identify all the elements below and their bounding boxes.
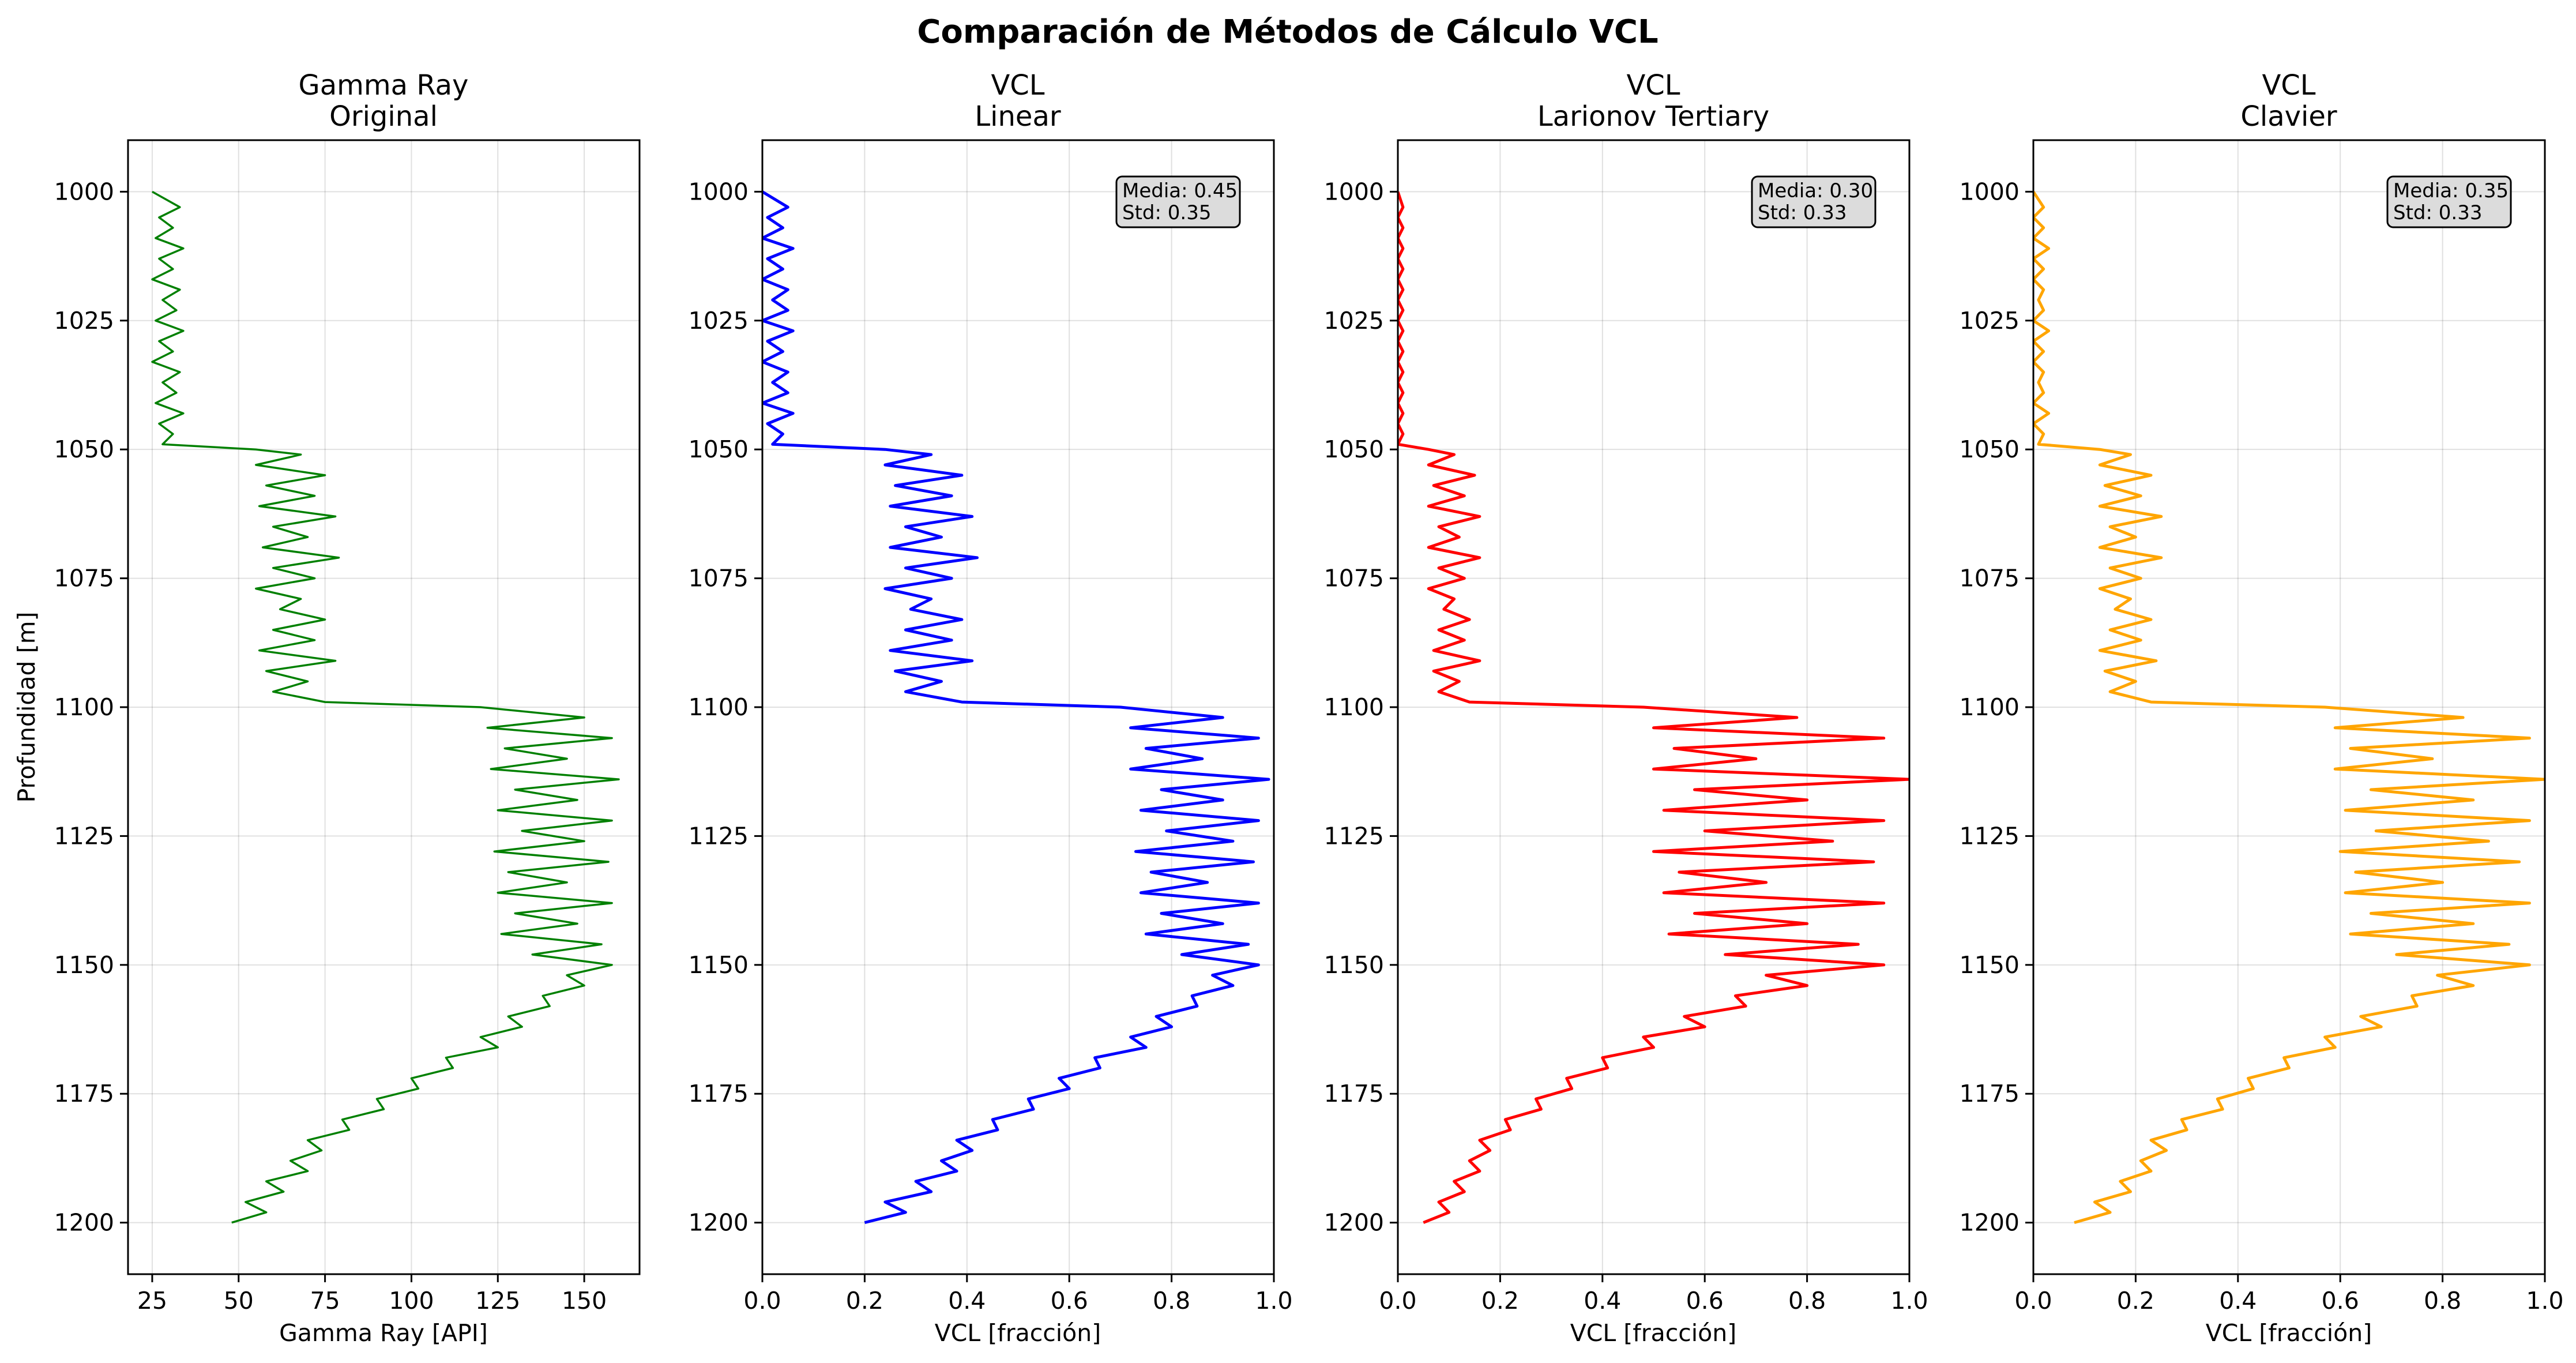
grid <box>128 140 640 1274</box>
y-tick-label: 1100 <box>1960 693 2020 721</box>
stats-mean: Media: 0.45 <box>1122 179 1238 202</box>
y-tick-label: 1025 <box>1960 307 2020 335</box>
series-line <box>762 190 1270 1225</box>
x-tick-label: 0.6 <box>2322 1287 2359 1315</box>
x-tick-label: 1.0 <box>1255 1287 1292 1315</box>
y-tick-label: 1200 <box>689 1209 749 1237</box>
y-tick-label: 1175 <box>689 1080 749 1107</box>
y-tick-label: 1150 <box>1324 951 1384 979</box>
x-tick-label: 150 <box>562 1287 607 1315</box>
y-tick-label: 1050 <box>689 435 749 463</box>
y-tick-label: 1200 <box>54 1209 114 1237</box>
y-tick-label: 1150 <box>689 951 749 979</box>
y-tick-label: 1200 <box>1324 1209 1384 1237</box>
x-tick-label: 0.6 <box>1051 1287 1088 1315</box>
x-axis-label: VCL [fracción] <box>1570 1319 1737 1347</box>
y-tick-label: 1150 <box>1960 951 2020 979</box>
x-tick-label: 0.4 <box>1584 1287 1621 1315</box>
x-tick-label: 0.8 <box>1788 1287 1826 1315</box>
x-tick-label: 1.0 <box>1890 1287 1928 1315</box>
y-tick-label: 1075 <box>1324 565 1384 592</box>
y-tick-label: 1125 <box>54 822 114 850</box>
series-line <box>151 190 620 1224</box>
x-tick-label: 75 <box>310 1287 340 1315</box>
x-tick-label: 0.8 <box>1153 1287 1190 1315</box>
y-tick-label: 1050 <box>1324 435 1384 463</box>
x-tick-label: 25 <box>137 1287 167 1315</box>
series-line <box>1398 191 1909 1224</box>
x-tick-label: 1.0 <box>2526 1287 2563 1315</box>
y-tick-label: 1075 <box>1960 565 2020 592</box>
x-tick-label: 0.2 <box>846 1287 883 1315</box>
panel-vcl-larionov: VCL Larionov Tertiary VCL [fracción] 0.0… <box>1324 69 1928 1347</box>
x-tick-label: 0.6 <box>1686 1287 1724 1315</box>
y-tick-label: 1175 <box>54 1080 114 1107</box>
panel-title-line2: Original <box>329 100 438 133</box>
panel-title-line1: VCL <box>1626 69 1680 102</box>
panel-gamma-ray: Gamma Ray Original Gamma Ray [API] Profu… <box>13 69 641 1347</box>
panel-vcl-linear: VCL Linear VCL [fracción] 0.0 0.2 0.4 0.6 0.… <box>689 69 1293 1347</box>
y-tick-label: 1100 <box>1324 693 1384 721</box>
grid <box>762 140 1274 1274</box>
x-tick-label: 0.0 <box>1379 1287 1416 1315</box>
x-axis-label: VCL [fracción] <box>2206 1319 2372 1347</box>
axes-frame <box>761 139 1275 1275</box>
y-tick-label: 1000 <box>1960 178 2020 205</box>
y-tick-label: 1125 <box>689 822 749 850</box>
panel-title-line2: Clavier <box>2240 100 2337 133</box>
x-axis-label: Gamma Ray [API] <box>279 1319 488 1347</box>
stats-box: Media: 0.45 Std: 0.35 <box>1115 175 1241 228</box>
y-tick-label: 1100 <box>689 693 749 721</box>
y-tick-label: 1000 <box>54 178 114 205</box>
y-axis-label: Profundidad [m] <box>13 611 40 802</box>
x-tick-label: 100 <box>389 1287 434 1315</box>
panel-title-line2: Linear <box>975 100 1061 133</box>
y-tick-label: 1050 <box>1960 435 2020 463</box>
y-tick-label: 1000 <box>689 178 749 205</box>
x-tick-label: 0.0 <box>2014 1287 2052 1315</box>
x-axis-label: VCL [fracción] <box>935 1319 1101 1347</box>
x-tick-label: 0.2 <box>1481 1287 1519 1315</box>
y-tick-label: 1050 <box>54 435 114 463</box>
x-tick-label: 0.0 <box>743 1287 781 1315</box>
stats-box: Media: 0.35 Std: 0.33 <box>2386 175 2512 228</box>
x-tick-label: 50 <box>224 1287 254 1315</box>
x-tick-label: 0.8 <box>2424 1287 2461 1315</box>
y-tick-label: 1025 <box>689 307 749 335</box>
stats-mean: Media: 0.30 <box>1758 179 1873 202</box>
y-tick-label: 1075 <box>689 565 749 592</box>
y-tick-label: 1000 <box>1324 178 1384 205</box>
panel-title-line1: VCL <box>991 69 1044 102</box>
y-tick-label: 1175 <box>1960 1080 2020 1107</box>
series-line <box>2033 191 2545 1225</box>
axes-frame <box>127 139 641 1275</box>
x-tick-label: 125 <box>475 1287 520 1315</box>
y-tick-label: 1100 <box>54 693 114 721</box>
panel-vcl-clavier: VCL Clavier VCL [fracción] 0.0 0.2 0.4 0.6 0… <box>1960 69 2564 1347</box>
x-tick-label: 0.4 <box>2219 1287 2257 1315</box>
stats-box: Media: 0.30 Std: 0.33 <box>1751 175 1876 228</box>
figure-title: Comparación de Métodos de Cálculo VCL <box>917 13 1658 51</box>
x-tick-label: 0.4 <box>948 1287 986 1315</box>
axes-frame <box>2032 139 2546 1275</box>
panel-title-line2: Larionov Tertiary <box>1537 100 1769 133</box>
y-tick-label: 1025 <box>54 307 114 335</box>
y-tick-label: 1075 <box>54 565 114 592</box>
y-tick-label: 1175 <box>1324 1080 1384 1107</box>
stats-std: Std: 0.33 <box>2393 201 2482 224</box>
y-tick-label: 1200 <box>1960 1209 2020 1237</box>
axes-frame <box>1397 139 1911 1275</box>
y-tick-label: 1125 <box>1960 822 2020 850</box>
stats-std: Std: 0.35 <box>1122 201 1211 224</box>
x-tick-label: 0.2 <box>2117 1287 2154 1315</box>
y-tick-label: 1150 <box>54 951 114 979</box>
stats-mean: Media: 0.35 <box>2393 179 2509 202</box>
stats-std: Std: 0.33 <box>1758 201 1847 224</box>
panel-title-line1: Gamma Ray <box>299 69 469 102</box>
y-tick-label: 1125 <box>1324 822 1384 850</box>
y-tick-label: 1025 <box>1324 307 1384 335</box>
panel-title-line1: VCL <box>2262 69 2315 102</box>
